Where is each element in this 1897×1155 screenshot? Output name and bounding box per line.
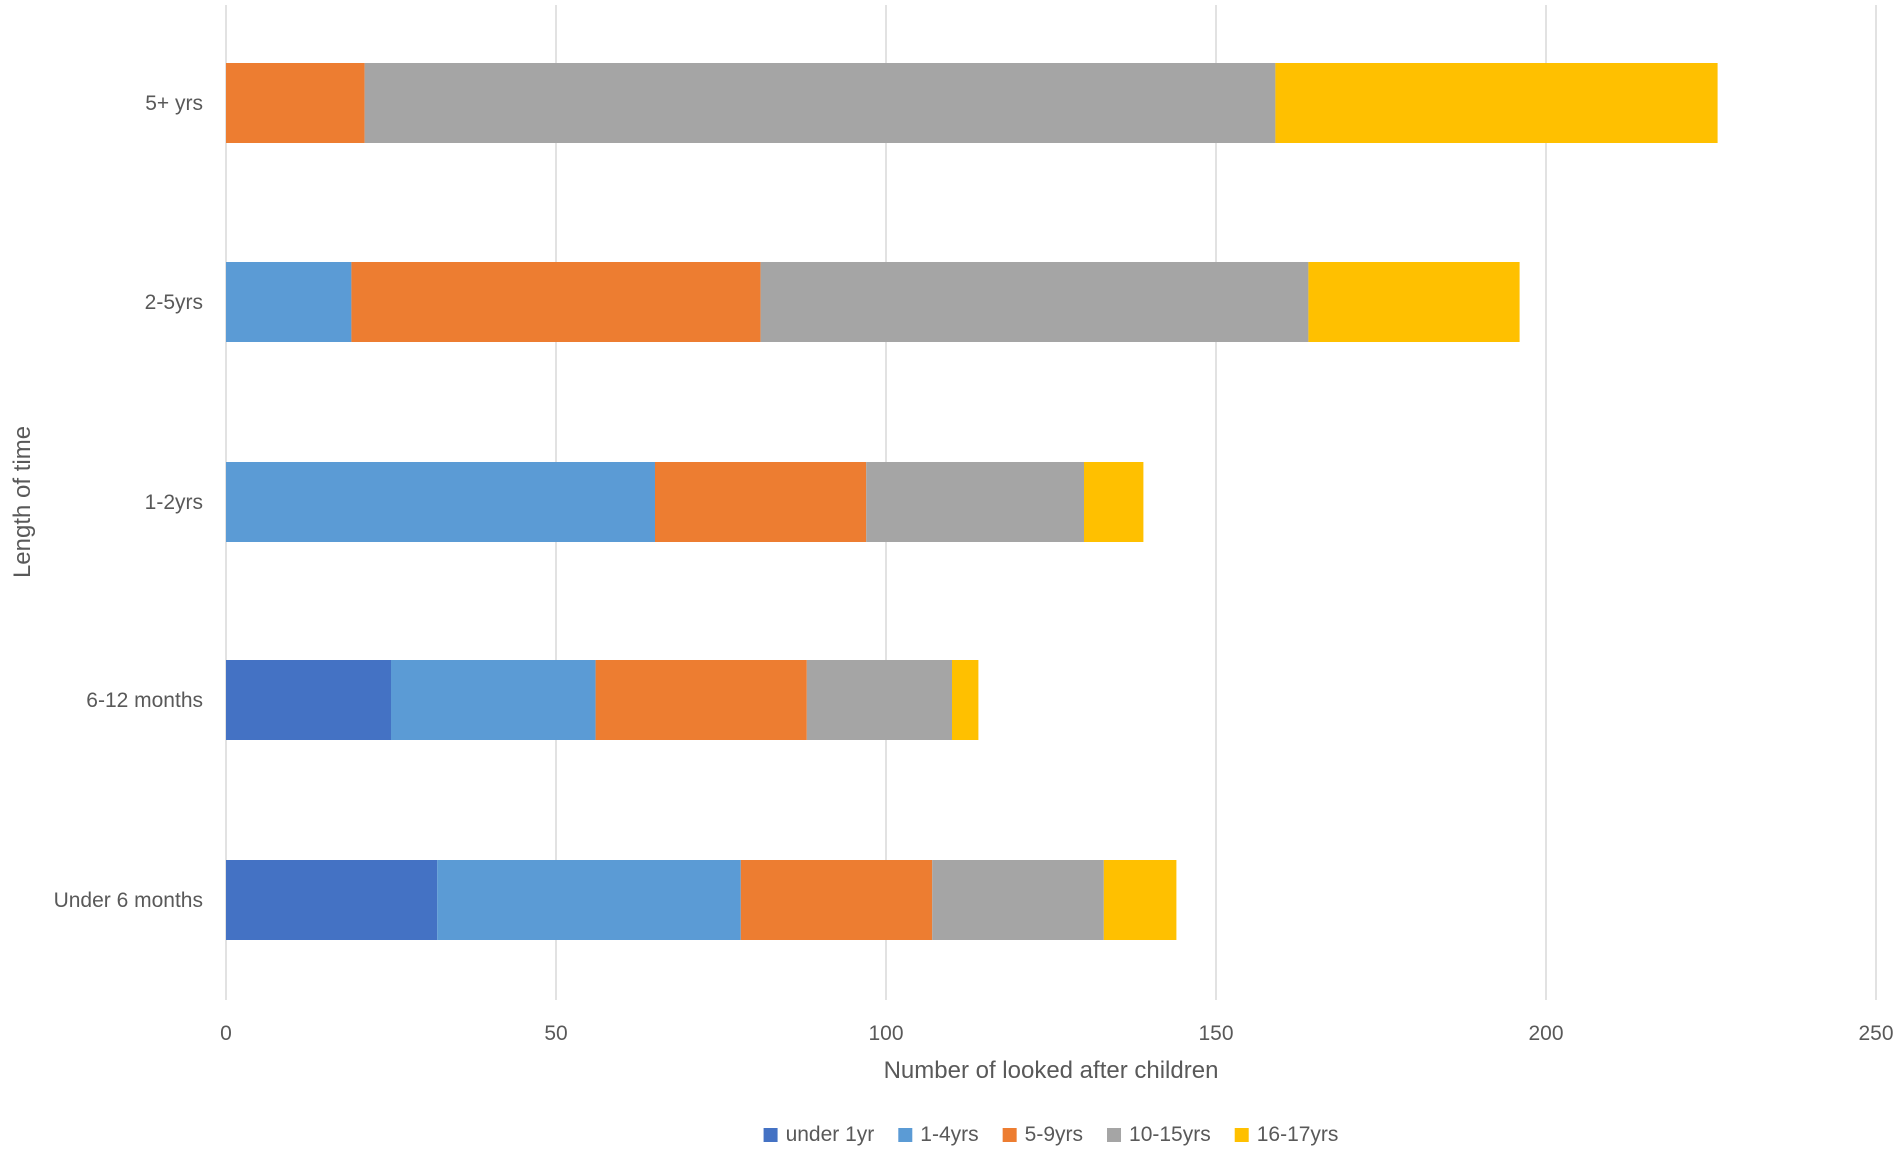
bar-1-2yrs-10-15yrs (866, 462, 1084, 542)
legend-label: 16-17yrs (1257, 1123, 1339, 1146)
bar-1-2yrs-1-4yrs (226, 462, 655, 542)
x-tick-label-100: 100 (868, 1022, 903, 1045)
legend-item-10-15yrs: 10-15yrs (1107, 1123, 1211, 1146)
bar-6-12-months-10-15yrs (806, 660, 952, 740)
legend-label: 5-9yrs (1025, 1123, 1083, 1146)
bar-under-6-months-16-17yrs (1103, 860, 1177, 940)
legend-swatch (1107, 1128, 1122, 1142)
x-tick-labels: 0 50 100 150 200 250 (220, 1022, 1893, 1045)
x-tick-label-0: 0 (220, 1022, 232, 1045)
bar-5-yrs-5-9yrs (226, 63, 365, 143)
x-axis-title: Number of looked after children (884, 1057, 1219, 1084)
bars (226, 63, 1718, 940)
legend-swatch (1234, 1128, 1249, 1142)
bar-6-12-months-under-1yr (226, 660, 391, 740)
bar-2-5yrs-5-9yrs (351, 262, 761, 342)
y-tick-label-under-6-months: Under 6 months (54, 889, 203, 912)
legend-item-16-17yrs: 16-17yrs (1234, 1123, 1339, 1146)
bar-5-yrs-16-17yrs (1275, 63, 1718, 143)
y-axis-title: Length of time (9, 426, 36, 578)
x-tick-label-150: 150 (1198, 1022, 1233, 1045)
y-tick-label-6-12-months: 6-12 months (86, 689, 203, 712)
bar-2-5yrs-10-15yrs (760, 262, 1309, 342)
bar-under-6-months-10-15yrs (932, 860, 1104, 940)
legend-item-5-9yrs: 5-9yrs (1002, 1123, 1083, 1146)
y-tick-label-5-yrs: 5+ yrs (145, 92, 203, 115)
bar-6-12-months-5-9yrs (595, 660, 807, 740)
bar-2-5yrs-16-17yrs (1308, 262, 1520, 342)
y-tick-label-2-5yrs: 2-5yrs (145, 291, 203, 314)
legend-label: under 1yr (786, 1123, 875, 1146)
bar-1-2yrs-5-9yrs (655, 462, 867, 542)
bar-2-5yrs-1-4yrs (226, 262, 352, 342)
legend-label: 10-15yrs (1129, 1123, 1211, 1146)
bar-under-6-months-1-4yrs (437, 860, 741, 940)
x-tick-label-250: 250 (1858, 1022, 1893, 1045)
legend-item-1-4yrs: 1-4yrs (898, 1123, 979, 1146)
legend-swatch (898, 1128, 913, 1142)
bar-6-12-months-1-4yrs (391, 660, 596, 740)
bar-1-2yrs-16-17yrs (1084, 462, 1144, 542)
bar-under-6-months-5-9yrs (740, 860, 933, 940)
x-tick-label-200: 200 (1528, 1022, 1563, 1045)
legend-item-under-1yr: under 1yr (763, 1123, 875, 1146)
y-tick-labels: Under 6 months 6-12 months 1-2yrs 2-5yrs 5+ … (54, 92, 203, 912)
x-tick-label-50: 50 (544, 1022, 567, 1045)
bar-under-6-months-under-1yr (226, 860, 438, 940)
bar-5-yrs-10-15yrs (364, 63, 1276, 143)
y-tick-label-1-2yrs: 1-2yrs (145, 491, 203, 514)
bar-6-12-months-16-17yrs (952, 660, 979, 740)
legend-swatch (763, 1128, 778, 1142)
legend-swatch (1002, 1128, 1017, 1142)
legend-label: 1-4yrs (920, 1123, 978, 1146)
legend: under 1yr 1-4yrs 5-9yrs 10-15yrs 16-17yrs (763, 1123, 1339, 1146)
